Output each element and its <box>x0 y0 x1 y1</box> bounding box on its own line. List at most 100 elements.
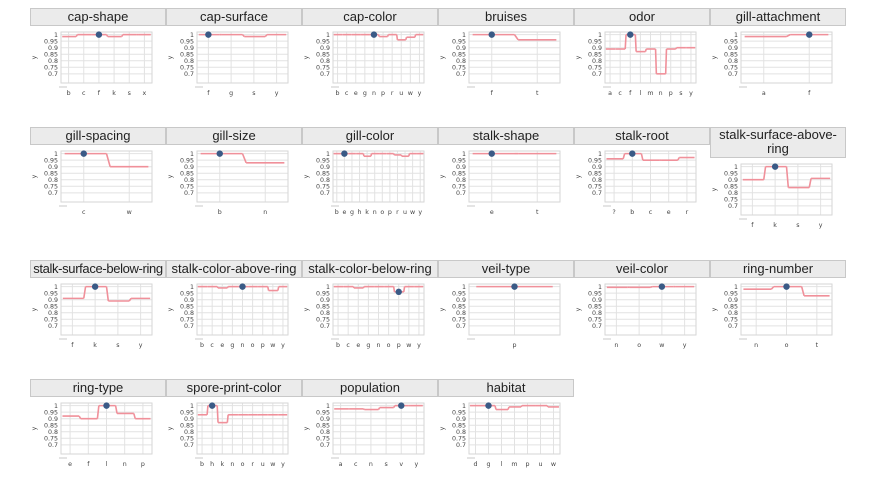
x-tick-label: g <box>366 342 370 349</box>
highlight-point[interactable] <box>658 283 666 290</box>
highlight-point[interactable] <box>783 283 790 290</box>
chart-title: veil-type <box>438 260 574 278</box>
y-tick-label: 0.85 <box>44 422 58 429</box>
y-tick-label: 0.75 <box>588 184 602 191</box>
y-tick-label: 0.85 <box>44 51 58 58</box>
plot-frame <box>332 150 425 203</box>
y-tick-label: 0.85 <box>180 170 194 177</box>
x-tick-label: x <box>143 90 147 97</box>
x-tick-label: y <box>275 90 279 97</box>
x-tick-label: k <box>112 90 116 97</box>
chart-title: spore-print-color <box>166 379 302 397</box>
y-tick-label: 0.75 <box>44 65 58 72</box>
x-tick-label: p <box>381 90 385 97</box>
y-tick-label: 0.75 <box>316 436 330 443</box>
step-riser <box>808 178 812 188</box>
step-riser <box>395 34 399 40</box>
highlight-point[interactable] <box>370 31 378 38</box>
chart-stalk-shape: 10.950.90.850.80.750.7 e t y <box>439 150 561 216</box>
highlight-point[interactable] <box>341 150 348 157</box>
highlight-point[interactable] <box>511 283 518 290</box>
y-tick-label: 1 <box>598 32 602 39</box>
y-tick-label: 0.95 <box>180 38 194 45</box>
y-tick-label: 0.9 <box>48 297 58 304</box>
highlight-point[interactable] <box>485 402 492 409</box>
highlight-point[interactable] <box>205 31 212 38</box>
x-tick-label: d <box>474 461 478 468</box>
highlight-point[interactable] <box>488 31 495 38</box>
highlight-point[interactable] <box>629 150 636 157</box>
y-tick-label: 0.7 <box>184 190 194 197</box>
x-tick-label: n <box>369 461 373 468</box>
highlight-point[interactable] <box>398 402 405 409</box>
y-tick-label: 0.8 <box>456 58 466 65</box>
x-tick-label: s <box>679 90 682 97</box>
step-riser <box>546 405 549 408</box>
x-tick-label: s <box>116 342 119 349</box>
y-tick-label: 0.85 <box>44 170 58 177</box>
y-tick-label: 0.85 <box>452 303 466 310</box>
x-tick-label: f <box>808 90 811 97</box>
y-tick-label: 0.7 <box>456 323 466 330</box>
plot-frame <box>332 402 425 455</box>
x-tick-label: y <box>418 90 422 97</box>
step-riser <box>762 166 767 180</box>
chart-title: bruises <box>438 8 574 26</box>
highlight-point[interactable] <box>488 150 495 157</box>
highlight-point[interactable] <box>216 150 223 157</box>
step-riser <box>377 407 381 410</box>
step-riser <box>644 48 648 52</box>
chart-veil-color: 10.950.90.850.80.750.7 n o w y y <box>575 283 697 349</box>
step-riser <box>226 286 229 289</box>
highlight-point[interactable] <box>627 31 634 38</box>
y-axis-label: y <box>31 174 38 178</box>
x-tick-label: t <box>536 209 539 216</box>
x-tick-label: n <box>659 90 663 97</box>
y-tick-label: 0.9 <box>592 297 602 304</box>
x-tick-label: y <box>417 342 421 349</box>
y-tick-label: 0.8 <box>48 177 58 184</box>
chart-title: stalk-surface-below-ring <box>30 260 166 278</box>
step-riser <box>408 153 411 157</box>
y-tick-label: 0.9 <box>456 297 466 304</box>
y-tick-label: 0.95 <box>724 290 738 297</box>
y-tick-label: 0.9 <box>320 45 330 52</box>
x-tick-label: c <box>346 342 350 349</box>
y-axis-label: y <box>31 426 38 430</box>
x-tick-label: c <box>618 90 622 97</box>
chart-title: stalk-shape <box>438 127 574 145</box>
x-tick-label: g <box>350 209 354 216</box>
y-tick-label: 0.9 <box>456 164 466 171</box>
y-tick-label: 0.7 <box>456 71 466 78</box>
highlight-point[interactable] <box>806 31 813 38</box>
step-riser <box>800 286 805 296</box>
plot-frame <box>468 402 561 455</box>
x-tick-label: l <box>106 461 108 468</box>
y-tick-label: 1 <box>734 164 738 171</box>
x-tick-label: b <box>200 461 204 468</box>
x-tick-label: o <box>387 342 391 349</box>
step-riser <box>634 34 637 52</box>
x-tick-label: c <box>82 209 86 216</box>
y-tick-label: 0.95 <box>452 38 466 45</box>
step-riser <box>392 153 395 156</box>
step-riser <box>392 286 396 292</box>
highlight-point[interactable] <box>95 31 103 38</box>
x-tick-label: p <box>397 342 401 349</box>
y-tick-label: 0.7 <box>48 190 58 197</box>
highlight-point[interactable] <box>395 288 402 296</box>
y-tick-label: 0.7 <box>456 442 466 449</box>
highlight-point[interactable] <box>91 283 99 290</box>
y-tick-label: 1 <box>598 151 602 158</box>
highlight-point[interactable] <box>771 163 779 170</box>
highlight-point[interactable] <box>208 402 216 409</box>
y-tick-label: 0.75 <box>44 317 58 324</box>
y-axis-label: y <box>711 187 718 191</box>
step-riser <box>622 153 626 160</box>
x-tick-label: y <box>415 461 419 468</box>
y-tick-label: 1 <box>190 403 194 410</box>
highlight-point[interactable] <box>239 283 246 290</box>
chart-title: cap-surface <box>166 8 302 26</box>
highlight-point[interactable] <box>103 402 110 409</box>
highlight-point[interactable] <box>80 150 87 157</box>
